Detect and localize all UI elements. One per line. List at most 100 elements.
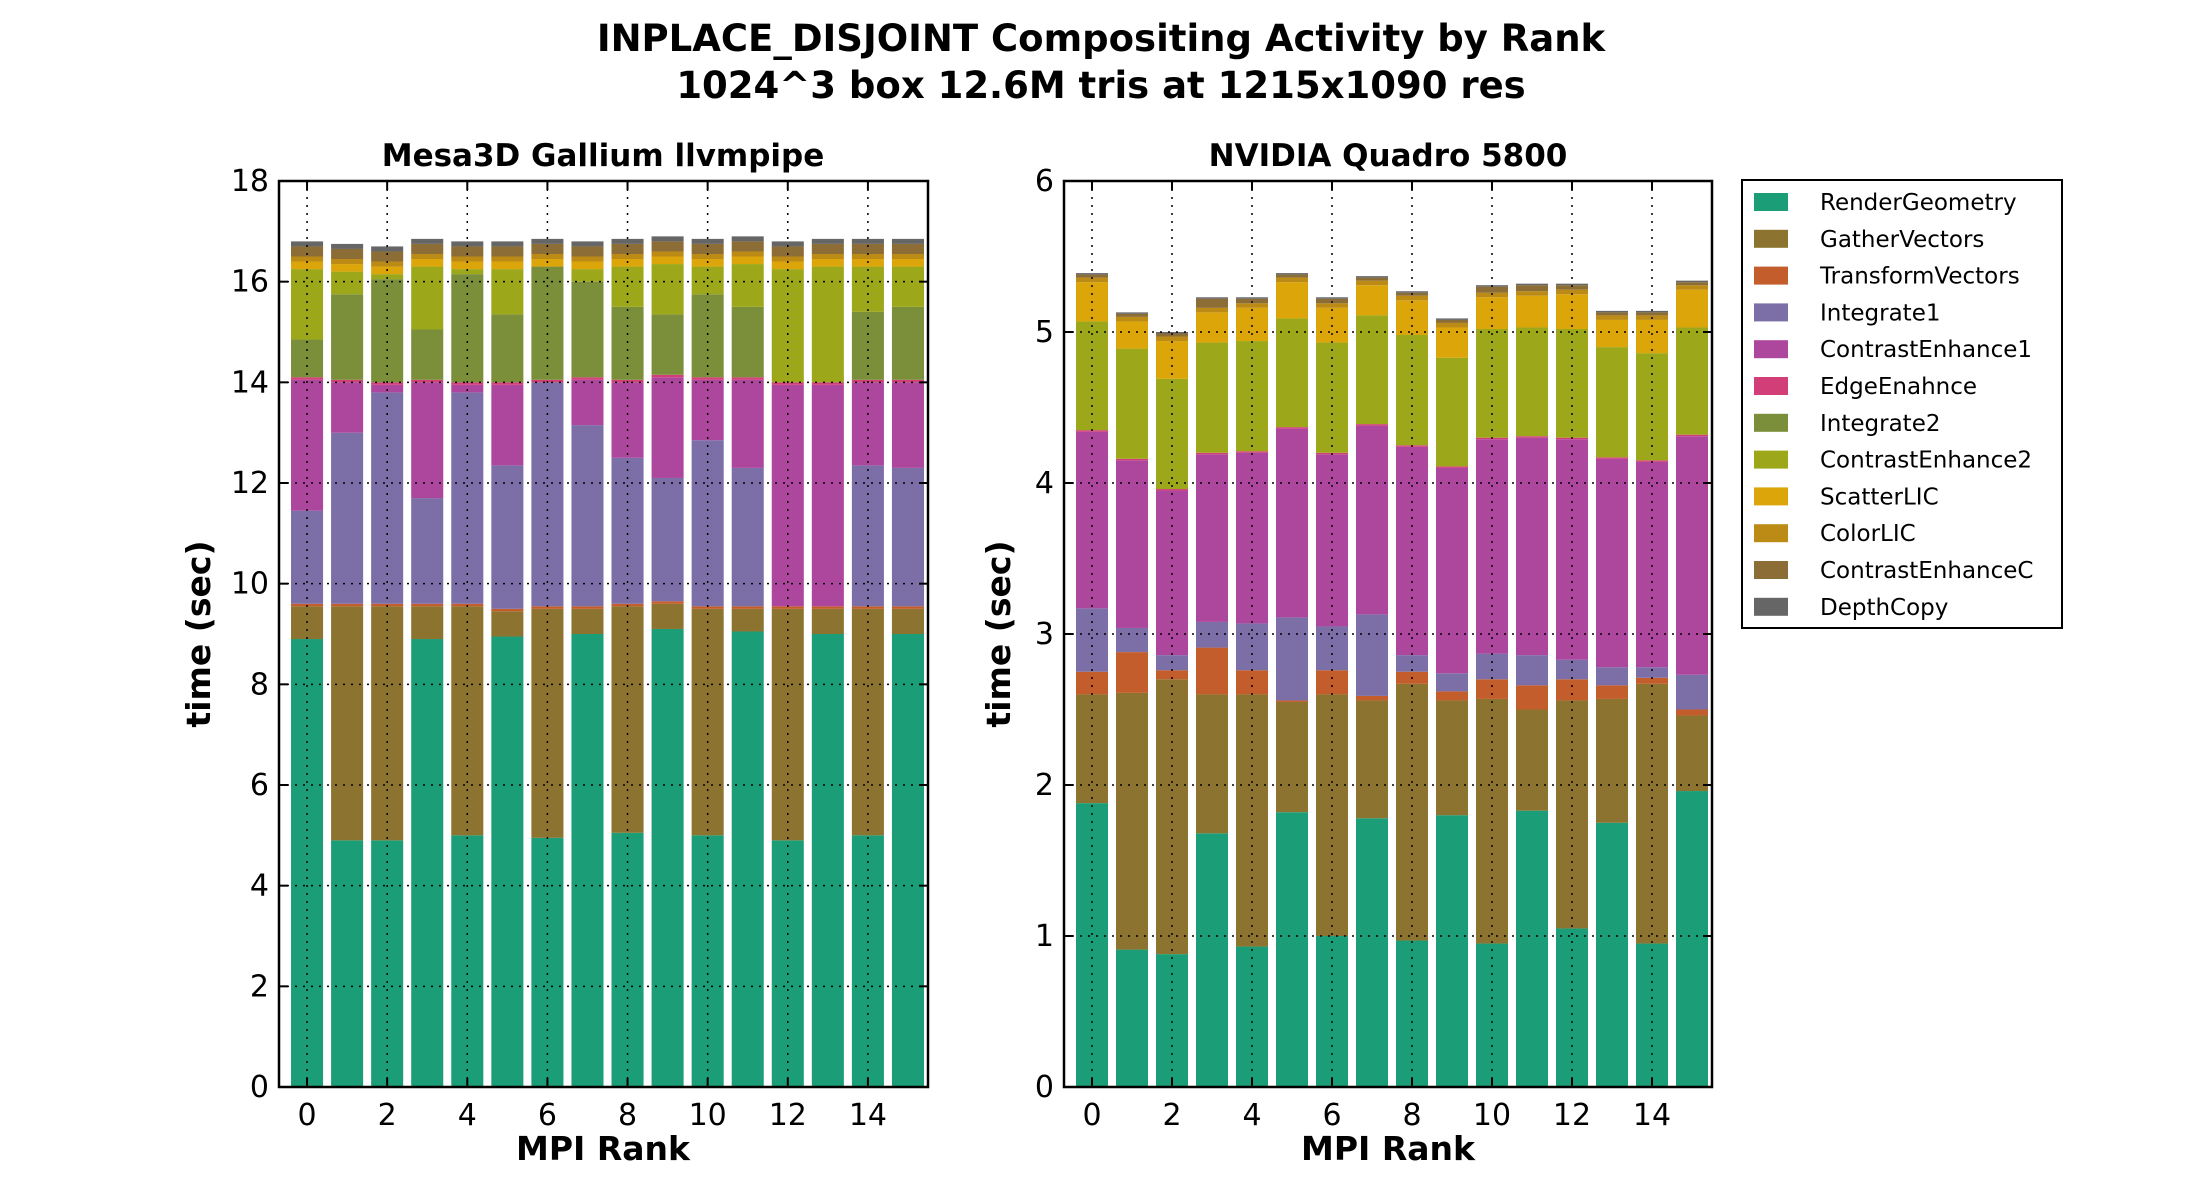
bar-segment-contrastenhancec-rank-15 [891,243,924,254]
bar-segment-edgeenahnce-rank-0 [291,377,324,380]
bar-segment-scatterlic-rank-2 [1156,341,1188,379]
bar-segment-depthcopy-rank-9 [651,236,684,242]
bar-segment-contrastenhance2-rank-1 [1116,348,1148,459]
chart-panel-mesa: Mesa3D Gallium llvmpipe MPI Rank time (s… [179,138,930,1168]
bar-segment-rendergeometry-rank-9 [651,628,684,1087]
y-tick-label: 0 [250,1070,269,1105]
bar-segment-integrate1-rank-5 [1276,617,1308,701]
y-axis-label: time (sec) [979,540,1018,727]
bar-segment-depthcopy-rank-14 [1636,310,1668,313]
legend-label: ContrastEnhance2 [1820,448,2032,474]
bar-segment-depthcopy-rank-6 [1316,297,1348,299]
bar-segment-gathervectors-rank-9 [1436,700,1468,816]
bar-segment-colorlic-rank-9 [1436,322,1468,328]
bar-segment-rendergeometry-rank-7 [1356,818,1388,1087]
bar-segment-integrate1-rank-7 [571,425,604,607]
bar-segment-transformvectors-rank-13 [811,606,844,609]
bar-segment-rendergeometry-rank-13 [811,634,844,1087]
bar-segment-transformvectors-rank-3 [411,603,444,607]
bar-segment-contrastenhancec-rank-11 [731,241,764,252]
bar-segment-colorlic-rank-12 [771,256,804,262]
bar-segment-contrastenhance2-rank-10 [691,266,724,295]
bar-segment-colorlic-rank-10 [1476,292,1508,298]
x-tick-label: 14 [849,1098,887,1133]
bar-segment-contrastenhance2-rank-4 [451,269,484,275]
bar-segment-contrastenhancec-rank-10 [1476,286,1508,293]
legend-label: Integrate1 [1820,300,1940,326]
x-tick-label: 8 [618,1098,637,1133]
legend-label: ContrastEnhance1 [1820,337,2032,363]
y-tick-label: 6 [1035,164,1054,199]
bar-segment-contrastenhance1-rank-3 [1196,454,1228,622]
x-tick-label: 6 [538,1098,557,1133]
bar-segment-transformvectors-rank-9 [1436,691,1468,701]
x-tick-label: 14 [1633,1098,1671,1133]
bar-segment-contrastenhance2-rank-9 [1436,357,1468,467]
bar-segment-gathervectors-rank-11 [1516,709,1548,811]
bar-segment-gathervectors-rank-11 [731,608,764,632]
bar-segment-contrastenhance2-rank-15 [891,266,924,307]
bar-segment-gathervectors-rank-8 [611,606,644,833]
bar-segment-colorlic-rank-15 [891,253,924,260]
bar-segment-rendergeometry-rank-8 [611,832,644,1087]
bar-segment-contrastenhance2-rank-5 [1276,318,1308,428]
x-axis-label: MPI Rank [516,1129,691,1168]
bar-segment-integrate1-rank-10 [1476,653,1508,680]
bar-segment-contrastenhancec-rank-4 [451,246,484,257]
bar-segment-gathervectors-rank-12 [771,608,804,841]
bar-segment-contrastenhance2-rank-15 [1676,327,1708,435]
bar-segment-contrastenhancec-rank-5 [491,246,524,257]
bar-segment-gathervectors-rank-15 [891,608,924,634]
bar-segment-scatterlic-rank-5 [1276,282,1308,319]
legend-label: ContrastEnhanceC [1820,558,2034,584]
y-tick-label: 16 [231,265,269,300]
bar-segment-edgeenahnce-rank-2 [371,382,404,385]
bar-segment-edgeenahnce-rank-4 [451,382,484,385]
bar-segment-gathervectors-rank-9 [651,603,684,629]
bar-segment-integrate2-rank-4 [451,274,484,383]
bar-segment-integrate2-rank-11 [731,306,764,378]
bar-segment-gathervectors-rank-6 [1316,694,1348,936]
bar-segment-contrastenhance2-rank-1 [331,271,364,295]
bar-segment-contrastenhance1-rank-1 [331,382,364,433]
bar-segment-gathervectors-rank-5 [1276,701,1308,813]
legend-swatch-scatterlic [1754,487,1788,506]
bar-segment-depthcopy-rank-12 [771,241,804,247]
bar-segment-contrastenhance1-rank-15 [891,382,924,468]
bar-segment-transformvectors-rank-4 [1236,670,1268,695]
bar-segment-contrastenhancec-rank-0 [291,246,324,257]
bar-segment-gathervectors-rank-1 [1116,692,1148,950]
bar-segment-colorlic-rank-10 [691,253,724,260]
bar-segment-contrastenhancec-rank-10 [691,243,724,254]
bar-segment-contrastenhancec-rank-12 [771,246,804,257]
legend-frame [1741,179,2063,629]
bar-segment-transformvectors-rank-12 [771,606,804,609]
bar-segment-contrastenhancec-rank-1 [331,248,364,260]
bar-segment-integrate2-rank-5 [491,314,524,383]
bar-segment-contrastenhancec-rank-9 [651,241,684,252]
bar-segment-transformvectors-rank-15 [1676,709,1708,716]
bar-segment-transformvectors-rank-1 [331,603,364,607]
bar-segment-colorlic-rank-6 [1316,303,1348,308]
bar-segment-contrastenhancec-rank-7 [1356,277,1388,281]
bar-segment-depthcopy-rank-3 [1196,297,1228,299]
bar-segment-contrastenhancec-rank-6 [531,243,564,254]
x-tick-label: 10 [1473,1098,1511,1133]
bar-segment-contrastenhance1-rank-3 [411,382,444,499]
bar-segment-rendergeometry-rank-1 [1116,949,1148,1087]
bar-segment-contrastenhance1-rank-4 [1236,452,1268,624]
bar-segment-colorlic-rank-9 [651,251,684,257]
bar-segment-scatterlic-rank-11 [731,256,764,265]
x-tick-label: 8 [1402,1098,1421,1133]
bar-segment-contrastenhance2-rank-13 [811,266,844,383]
bar-segment-integrate2-rank-1 [331,294,364,380]
legend-label: DepthCopy [1820,595,1948,621]
ticks: 0 2 4 6 8 10 12 14 16 18 0 2 4 6 8 10 12 14 [231,164,928,1133]
bar-segment-integrate2-rank-9 [651,314,684,375]
legend-swatch-contrastenhance1 [1754,340,1788,359]
bar-segment-transformvectors-rank-5 [1276,700,1308,702]
bar-segment-contrastenhancec-rank-11 [1516,285,1548,292]
bar-segment-rendergeometry-rank-2 [1156,954,1188,1087]
bar-segment-transformvectors-rank-11 [1516,685,1548,710]
